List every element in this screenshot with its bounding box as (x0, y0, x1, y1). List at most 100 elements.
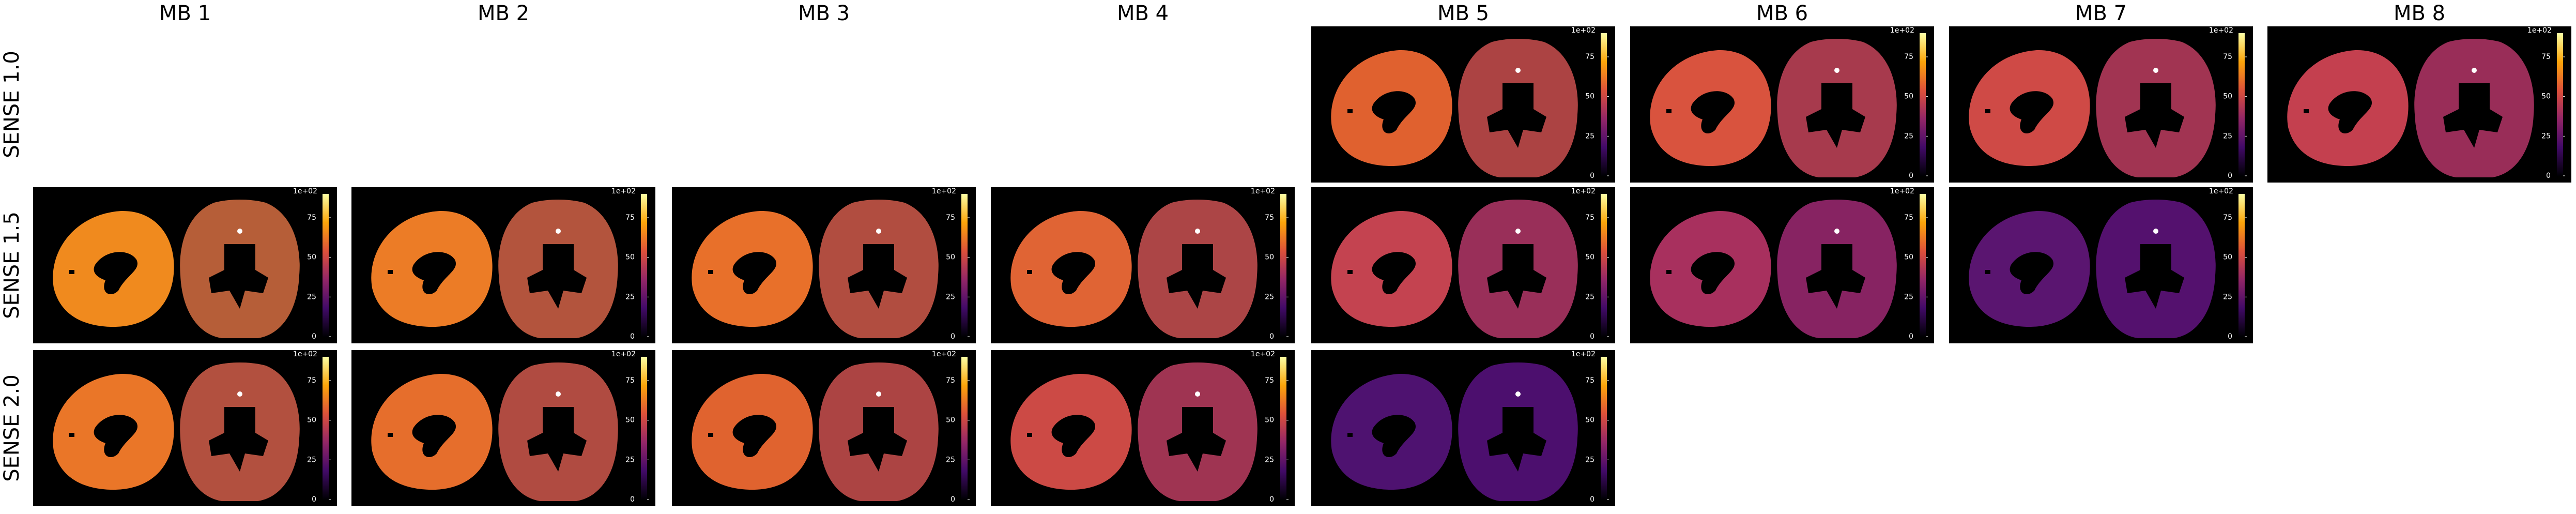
colorbar-tick-label: 75 (2223, 53, 2232, 61)
panel: 1e+02 0 25 50 75 (33, 187, 337, 343)
colorbar-tick-label: 75 (1904, 53, 1913, 61)
colorbar-tick-label: 50 (1585, 93, 1594, 101)
sagittal-cutout (1347, 252, 1416, 295)
colorbar-tick-label: 75 (946, 376, 955, 385)
colorbar (323, 357, 329, 500)
colorbar-tick-label: 50 (625, 253, 635, 262)
panel: 1e+02 0 25 50 75 (351, 187, 655, 343)
colorbar-tick-label: 50 (1904, 253, 1913, 262)
colorbar (1280, 194, 1286, 337)
colorbar-tick-label: 0 (2228, 332, 2232, 341)
colorbar-tick-label: 75 (1585, 53, 1594, 61)
panel: 1e+02 0 25 50 75 (672, 187, 976, 343)
axial-cutout (1487, 244, 1546, 309)
panel: 1e+02 0 25 50 75 (2267, 26, 2571, 183)
axial-cutout (1487, 83, 1546, 148)
panel: 1e+02 0 25 50 75 (991, 350, 1295, 506)
colorbar-tick-label: 75 (625, 376, 635, 385)
sagittal-cutout (1347, 91, 1416, 134)
column-title: MB 4 (1117, 2, 1169, 25)
sagittal-cutout (1666, 91, 1735, 134)
axial-spot (1195, 229, 1200, 234)
colorbar-tick-label: 75 (946, 214, 955, 222)
panel: 1e+02 0 25 50 75 (1949, 187, 2253, 343)
axial-spot (237, 229, 242, 234)
axial-cutout (527, 244, 587, 309)
axial-spot (1195, 391, 1200, 397)
axial-cutout (2443, 83, 2503, 148)
colorbar-tick-label: 0 (1590, 332, 1594, 341)
colorbar-tick-label: 50 (625, 416, 635, 425)
colorbar-tick-label: 0 (630, 332, 635, 341)
colorbar-tick-label: 50 (1265, 416, 1274, 425)
panel: 1e+02 0 25 50 75 (1311, 26, 1615, 183)
colorbar-tick-label: 25 (1265, 456, 1274, 464)
panel: 1e+02 0 25 50 75 (1311, 350, 1615, 506)
axial-cutout (2125, 83, 2184, 148)
colorbar-tick-label: 50 (946, 253, 955, 262)
colorbar (961, 194, 968, 337)
colorbar-offset: 1e+02 (611, 187, 636, 195)
colorbar-tick-label: 75 (2223, 214, 2232, 222)
colorbar (1601, 33, 1607, 176)
panel: 1e+02 0 25 50 75 (33, 350, 337, 506)
row-label: SENSE 2.0 (0, 374, 24, 482)
colorbar (641, 194, 647, 337)
colorbar-tick-label: 25 (625, 293, 635, 301)
axial-spot (556, 391, 561, 397)
colorbar-tick-label: 25 (625, 456, 635, 464)
column-title: MB 7 (2075, 2, 2127, 25)
panel: 1e+02 0 25 50 75 (1949, 26, 2253, 183)
colorbar-tick-label: 25 (307, 293, 316, 301)
column-title: MB 1 (159, 2, 211, 25)
colorbar-tick-label: 75 (307, 376, 316, 385)
column-title: MB 3 (798, 2, 850, 25)
axial-cutout (1167, 407, 1226, 472)
colorbar-tick-label: 0 (1590, 495, 1594, 504)
colorbar-tick-label: 0 (1909, 332, 1913, 341)
axial-cutout (209, 407, 268, 472)
colorbar-tick-label: 75 (307, 214, 316, 222)
panel: 1e+02 0 25 50 75 (991, 187, 1295, 343)
colorbar-offset: 1e+02 (293, 350, 317, 358)
colorbar-offset: 1e+02 (1571, 26, 1596, 35)
axial-cutout (1806, 244, 1865, 309)
axial-cutout (1806, 83, 1865, 148)
colorbar-offset: 1e+02 (611, 350, 636, 358)
sagittal-cutout (1985, 91, 2053, 134)
axial-spot (876, 229, 881, 234)
colorbar-tick-label: 75 (1904, 214, 1913, 222)
colorbar-tick-label: 75 (1265, 376, 1274, 385)
colorbar-tick-label: 0 (2228, 172, 2232, 180)
colorbar (1601, 194, 1607, 337)
colorbar-tick-label: 0 (1909, 172, 1913, 180)
axial-cutout (848, 244, 907, 309)
sagittal-cutout (1027, 252, 1095, 295)
colorbar-offset: 1e+02 (1571, 350, 1596, 358)
axial-spot (1515, 68, 1521, 73)
axial-spot (1515, 229, 1521, 234)
colorbar-tick-label: 0 (1590, 172, 1594, 180)
column-title: MB 6 (1756, 2, 1808, 25)
colorbar-tick-label: 25 (2223, 132, 2232, 140)
panel: 1e+02 0 25 50 75 (1630, 26, 1934, 183)
row-label: SENSE 1.0 (0, 51, 24, 158)
colorbar (1280, 357, 1286, 500)
sagittal-cutout (69, 415, 137, 458)
colorbar-tick-label: 50 (2541, 93, 2551, 101)
colorbar-offset: 1e+02 (932, 350, 956, 358)
colorbar (2557, 33, 2563, 176)
colorbar-tick-label: 75 (1265, 214, 1274, 222)
colorbar-offset: 1e+02 (1251, 350, 1275, 358)
panel: 1e+02 0 25 50 75 (1311, 187, 1615, 343)
sagittal-cutout (1027, 415, 1095, 458)
axial-cutout (2125, 244, 2184, 309)
column-title: MB 5 (1437, 2, 1489, 25)
colorbar-tick-label: 50 (1265, 253, 1274, 262)
colorbar-offset: 1e+02 (1251, 187, 1275, 195)
sagittal-cutout (1347, 415, 1416, 458)
colorbar-tick-label: 25 (946, 456, 955, 464)
sagittal-cutout (708, 252, 776, 295)
column-title: MB 2 (478, 2, 529, 25)
